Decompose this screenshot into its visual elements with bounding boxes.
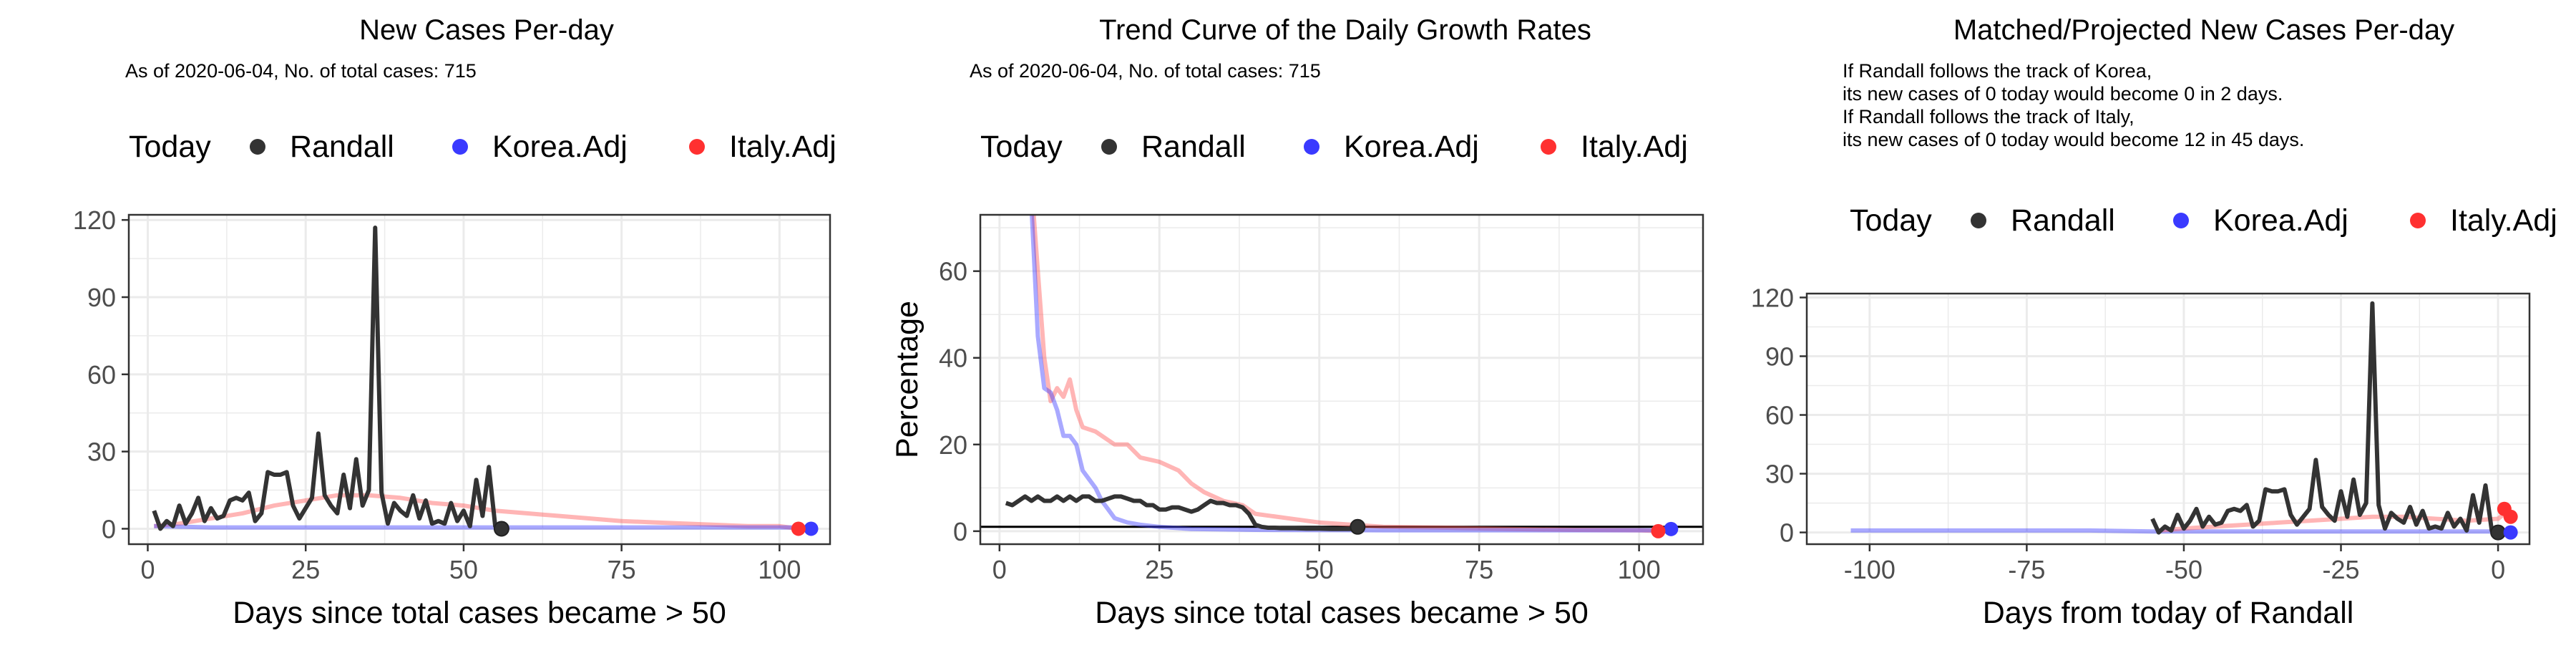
chart1-legend-label-italy-adj: Italy.Adj [729, 130, 836, 164]
chart3-panel-border [1805, 292, 2531, 546]
chart1-legend-title: Today [129, 130, 211, 164]
chart1-x-tick-label: 50 [449, 555, 478, 584]
chart2-today-point-italy-adj [1651, 523, 1666, 538]
chart3-series-line-randall [2150, 301, 2499, 535]
chart1-y-tick-label: 90 [87, 283, 116, 312]
chart2-series-line-korea-adj [1030, 215, 1672, 533]
chart1-y-tick-label: 60 [87, 360, 116, 390]
chart1-today-point-randall [493, 521, 509, 537]
chart1-x-tick-label: 25 [291, 555, 320, 584]
chart2-y-tick-label: 20 [939, 430, 967, 460]
chart3-subtitle-line: If Randall follows the track of Italy, [1843, 106, 2135, 127]
chart3-x-axis-label: Days from today of Randall [1983, 596, 2354, 630]
chart1-x-tick-label: 0 [140, 555, 155, 584]
chart3-legend-marker-randall [1971, 213, 1986, 228]
chart1-series-line-korea-adj [154, 523, 811, 530]
chart2-title: Trend Curve of the Daily Growth Rates [1099, 14, 1591, 46]
chart2-today-point-korea-adj [1664, 521, 1679, 536]
chart2-y-tick-label: 40 [939, 344, 967, 373]
chart3-legend-label-randall: Randall [2011, 203, 2115, 238]
chart3-subtitle-line: If Randall follows the track of Korea, [1843, 60, 2152, 82]
chart2-legend-marker-randall [1101, 139, 1117, 155]
chart1-legend-marker-korea-adj [452, 139, 468, 155]
chart1-y-tick-label: 120 [73, 205, 116, 235]
chart1-x-tick-label: 100 [758, 555, 801, 584]
chart3-subtitle-line: its new cases of 0 today would become 0 … [1843, 83, 2283, 105]
chart2-y-tick-label: 60 [939, 257, 967, 286]
chart3-y-tick-label: 30 [1765, 460, 1794, 489]
chart1-y-tick-label: 30 [87, 437, 116, 467]
chart3-subtitle-line: its new cases of 0 today would become 12… [1843, 129, 2304, 150]
chart2-x-tick-label: 100 [1618, 555, 1661, 584]
chart3-legend-label-italy-adj: Italy.Adj [2450, 203, 2557, 238]
chart2-y-tick-label: 0 [953, 517, 967, 546]
chart3-today-point-randall [2490, 524, 2507, 541]
chart1-today-point-korea-adj [804, 521, 819, 536]
chart2-legend-label-korea-adj: Korea.Adj [1344, 130, 1479, 164]
chart3-x-tick-label: -75 [2008, 555, 2045, 584]
chart3-x-tick-label: 0 [2491, 555, 2505, 584]
chart3-y-tick-label: 0 [1780, 518, 1794, 548]
chart1-subtitle-line: As of 2020-06-04, No. of total cases: 71… [125, 60, 477, 82]
chart3-y-tick-label: 120 [1751, 283, 1794, 312]
chart3-x-tick-label: -50 [2165, 555, 2202, 584]
chart2-x-axis-label: Days since total cases became > 50 [1095, 596, 1589, 630]
chart1-x-tick-label: 75 [608, 555, 636, 584]
chart3-legend-marker-italy-adj [2410, 213, 2426, 228]
chart3-y-tick-label: 60 [1765, 401, 1794, 430]
chart2-legend-title: Today [980, 130, 1063, 164]
chart1-legend-marker-randall [250, 139, 265, 155]
chart1-legend-marker-italy-adj [689, 139, 705, 155]
chart3-x-tick-label: -100 [1844, 555, 1896, 584]
chart2-today-point-randall [1350, 518, 1366, 535]
chart3-today-point-korea-adj [2503, 525, 2518, 540]
chart2-legend-marker-italy-adj [1541, 139, 1556, 155]
chart1-x-axis-label: Days since total cases became > 50 [233, 596, 726, 630]
chart3-today-point-italy-adj [2497, 501, 2512, 516]
chart2-legend-marker-korea-adj [1304, 139, 1319, 155]
chart3-legend-label-korea-adj: Korea.Adj [2213, 203, 2348, 238]
chart1-legend-label-korea-adj: Korea.Adj [492, 130, 628, 164]
chart2-x-tick-label: 0 [992, 555, 1007, 584]
chart2-series-line-randall [1005, 494, 1358, 531]
chart3-legend-marker-korea-adj [2173, 213, 2189, 228]
chart2-x-tick-label: 50 [1305, 555, 1334, 584]
chart1-title: New Cases Per-day [359, 14, 614, 46]
chart2-legend-label-randall: Randall [1141, 130, 1246, 164]
chart1-panel-border [127, 213, 831, 546]
chart3-y-tick-label: 90 [1765, 342, 1794, 372]
chart1-y-tick-label: 0 [102, 514, 116, 543]
chart1-legend-label-randall: Randall [290, 130, 394, 164]
chart2-x-tick-label: 75 [1465, 555, 1493, 584]
chart1-series-line-randall [152, 226, 503, 531]
chart2-legend-label-italy-adj: Italy.Adj [1581, 130, 1688, 164]
chart3-legend-title: Today [1850, 203, 1932, 238]
chart2-y-axis-label: Percentage [890, 301, 924, 458]
chart2-panel-border [979, 213, 1704, 546]
chart3-x-tick-label: -25 [2323, 555, 2360, 584]
chart2-series-line-italy-adj [1031, 215, 1659, 533]
chart2-x-tick-label: 25 [1145, 555, 1174, 584]
chart1-today-point-italy-adj [791, 521, 806, 536]
chart3-title: Matched/Projected New Cases Per-day [1953, 14, 2454, 46]
chart2-subtitle-line: As of 2020-06-04, No. of total cases: 71… [970, 60, 1321, 82]
